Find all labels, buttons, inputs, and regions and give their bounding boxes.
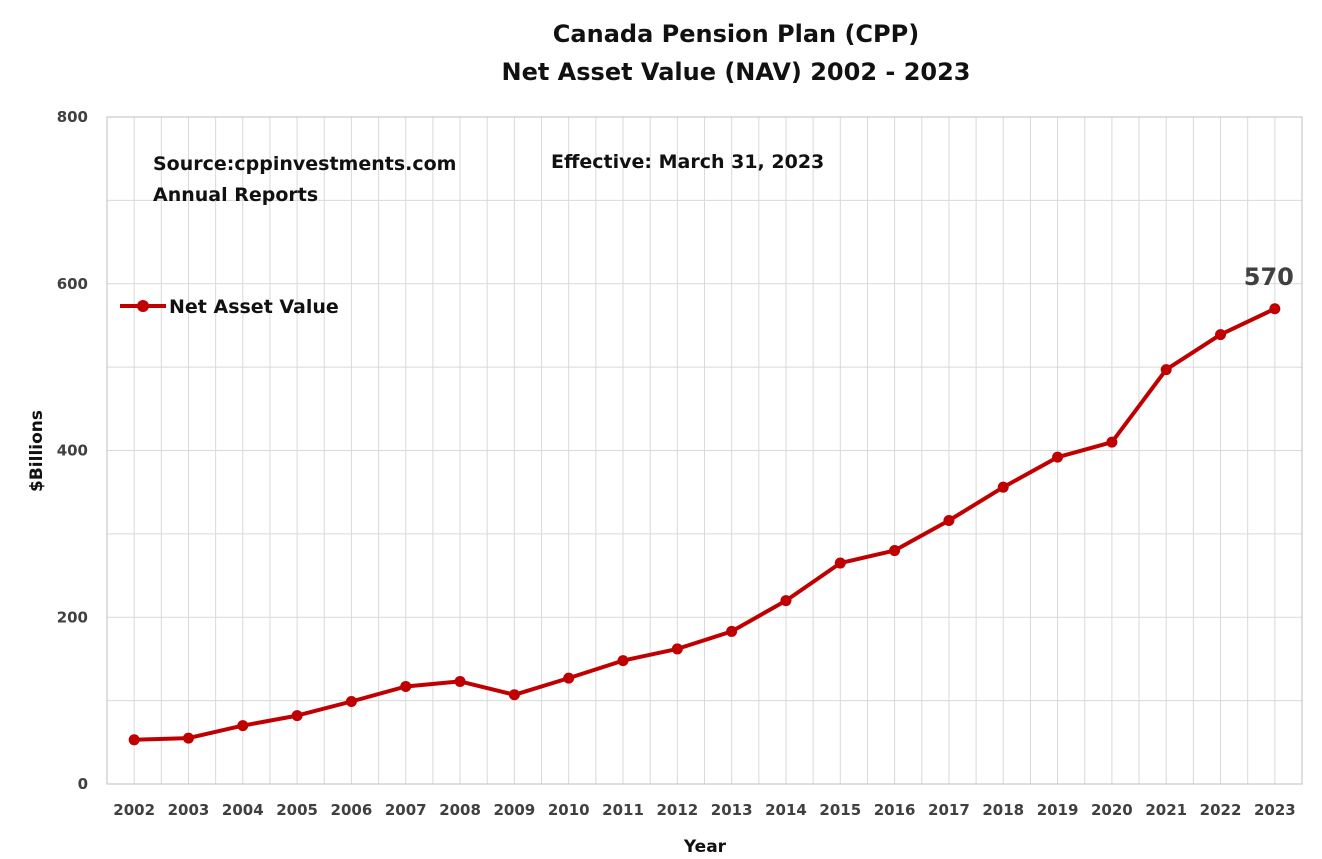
data-point <box>726 625 738 637</box>
x-axis-label: Year <box>683 837 727 857</box>
y-tick-label: 400 <box>57 442 88 460</box>
data-point <box>182 732 194 744</box>
data-point <box>454 675 466 687</box>
effective-date-annotation: Effective: March 31, 2023 <box>551 151 824 173</box>
plot-area-border <box>106 116 1303 785</box>
data-point <box>400 680 412 692</box>
data-point <box>508 689 520 701</box>
x-tick-label: 2004 <box>222 801 264 819</box>
x-tick-label: 2003 <box>168 801 210 819</box>
y-tick-label: 0 <box>78 775 88 793</box>
x-tick-label: 2022 <box>1200 801 1242 819</box>
x-tick-label: 2020 <box>1091 801 1133 819</box>
x-tick-label: 2006 <box>331 801 373 819</box>
x-tick-label: 2008 <box>439 801 481 819</box>
legend: Net Asset Value <box>120 296 339 318</box>
chart-title-line1: Canada Pension Plan (CPP) <box>553 20 919 48</box>
x-tick-label: 2023 <box>1254 801 1296 819</box>
source-annotation-line1: Source:cppinvestments.com <box>153 153 456 175</box>
x-tick-label: 2018 <box>982 801 1024 819</box>
x-tick-label: 2010 <box>548 801 590 819</box>
data-point <box>1160 364 1172 376</box>
x-tick-label: 2002 <box>113 801 155 819</box>
series-net-asset-value <box>128 303 1281 746</box>
chart-title-line2: Net Asset Value (NAV) 2002 - 2023 <box>501 58 970 86</box>
data-point <box>780 595 792 607</box>
x-tick-label: 2015 <box>819 801 861 819</box>
source-annotation-line2: Annual Reports <box>153 184 318 206</box>
x-tick-label: 2016 <box>874 801 916 819</box>
data-point <box>345 695 357 707</box>
y-tick-label: 200 <box>57 608 88 626</box>
data-point <box>943 515 955 527</box>
data-point <box>671 643 683 655</box>
data-point <box>997 481 1009 493</box>
data-point <box>291 710 303 722</box>
series-line <box>134 306 1276 742</box>
y-axis-ticks: 0 200 400 600 800 <box>57 108 88 793</box>
x-tick-label: 2017 <box>928 801 970 819</box>
legend-label: Net Asset Value <box>169 296 339 318</box>
x-tick-label: 2013 <box>711 801 753 819</box>
x-tick-label: 2011 <box>602 801 644 819</box>
legend-marker-swatch <box>137 300 149 312</box>
data-point <box>1269 303 1281 315</box>
x-tick-label: 2012 <box>656 801 698 819</box>
last-value-label: 570 <box>1244 263 1294 291</box>
gridlines <box>107 117 1302 784</box>
data-point <box>128 734 140 746</box>
data-point <box>1052 451 1064 463</box>
y-tick-label: 800 <box>57 108 88 126</box>
data-point <box>237 720 249 732</box>
x-axis-ticks: 2002 2003 2004 2005 2006 2007 2008 2009 2010 2011… <box>113 801 1295 819</box>
y-axis-label: $Billions <box>27 410 47 492</box>
x-tick-label: 2014 <box>765 801 807 819</box>
data-point <box>889 545 901 557</box>
x-tick-label: 2021 <box>1145 801 1187 819</box>
x-tick-label: 2005 <box>276 801 318 819</box>
data-point <box>1215 329 1227 341</box>
y-tick-label: 600 <box>57 275 88 293</box>
x-tick-label: 2007 <box>385 801 427 819</box>
x-tick-label: 2019 <box>1037 801 1079 819</box>
x-tick-label: 2009 <box>494 801 536 819</box>
data-point <box>1106 436 1118 448</box>
data-point <box>563 672 575 684</box>
data-point <box>834 557 846 569</box>
data-point <box>617 655 629 667</box>
